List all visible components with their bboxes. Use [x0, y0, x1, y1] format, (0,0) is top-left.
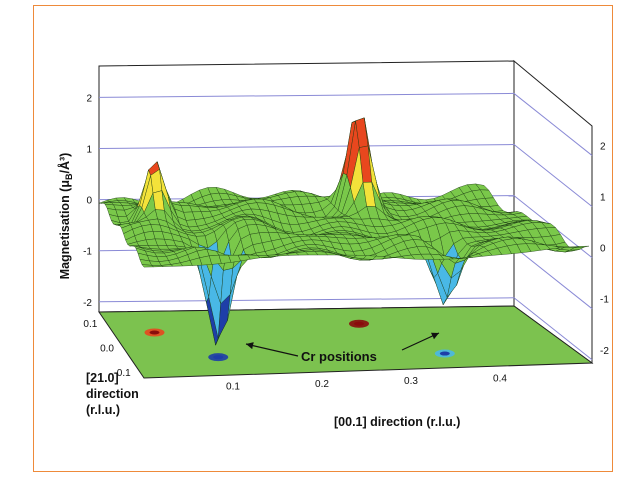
- y-tick: 0.1: [83, 319, 97, 330]
- z-tick-left: 0: [86, 196, 92, 207]
- x-ticks: 0.1 0.2 0.3 0.4: [226, 374, 507, 393]
- floor-projection-core: [213, 355, 224, 360]
- z-gridline-back: [98, 92, 515, 98]
- z-gridline-side: [513, 246, 593, 310]
- z-ticks-left: 2 1 0 -1 -2: [83, 93, 92, 308]
- z-tick-left: 1: [86, 145, 92, 156]
- floor-projection-core: [149, 330, 160, 335]
- y-axis-label-line2: direction: [86, 387, 139, 401]
- floor-surface: [98, 305, 594, 379]
- y-tick: -0.1: [113, 368, 131, 379]
- annotation-label: Cr positions: [301, 349, 377, 364]
- figure-frame: Cr positions 2 1 0 -1 -2 2 1 0 -1 -2 0.1 0.2 0.3 0.…: [33, 5, 613, 472]
- annotation-arrow-right: [401, 332, 440, 351]
- annotation-arrow-left: [245, 342, 299, 357]
- x-tick: 0.3: [404, 376, 418, 387]
- z-tick-left: -2: [83, 298, 92, 309]
- z-tick-right: -2: [600, 346, 609, 357]
- z-tick-right: 2: [600, 141, 606, 152]
- y-axis-label-line3: (r.l.u.): [86, 403, 120, 417]
- y-axis-label-line1: [21.0]: [86, 371, 119, 385]
- z-tick-right: -1: [600, 295, 609, 306]
- z-tick-right: 0: [600, 244, 606, 255]
- x-tick: 0.4: [493, 374, 507, 385]
- surface-mesh: [98, 117, 590, 346]
- z-gridline-side: [513, 144, 593, 207]
- x-axis-label: [00.1] direction (r.l.u.): [334, 415, 460, 429]
- z-gridline-back: [98, 144, 515, 150]
- surface-plot: Cr positions 210-1-2 210-1-2 0.1 0.2 0.3 0.…: [57, 59, 609, 429]
- y-tick: 0.0: [100, 344, 114, 355]
- z-axis-label: Magnetisation (μB/Å³): [57, 153, 74, 280]
- x-tick: 0.1: [226, 381, 240, 392]
- z-ticks-right: 2 1 0 -1 -2: [600, 141, 609, 356]
- z-tick-left: 2: [86, 93, 92, 104]
- z-gridline-side: [513, 297, 593, 361]
- z-tick-left: -1: [83, 247, 92, 258]
- z-tick-right: 1: [600, 193, 606, 204]
- floor-plane: [98, 305, 594, 379]
- x-tick: 0.2: [315, 379, 329, 390]
- z-gridline-side: [513, 93, 593, 156]
- y-ticks: 0.1 0.0 -0.1: [83, 319, 131, 379]
- cr-positions-annotation: Cr positions: [245, 332, 440, 364]
- floor-projection-core: [439, 351, 450, 356]
- surface-cell: [574, 245, 590, 248]
- floor-projection-core: [354, 321, 365, 326]
